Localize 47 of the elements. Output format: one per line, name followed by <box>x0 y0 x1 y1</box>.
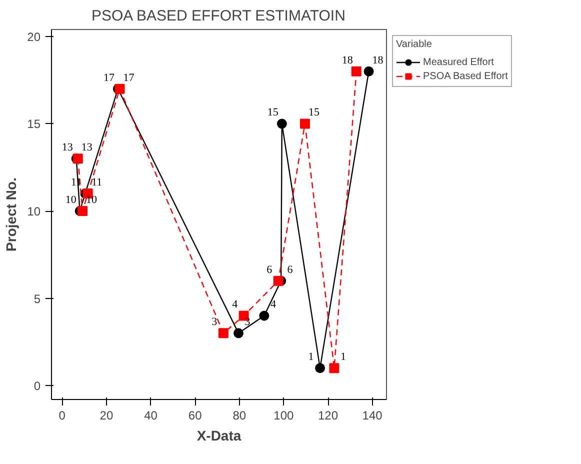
point <box>364 66 374 76</box>
data-label: 1 <box>308 351 314 364</box>
point <box>259 310 270 321</box>
y-tick-label: 0 <box>34 379 41 394</box>
x-tick-label: 60 <box>188 408 202 422</box>
data-label: 10 <box>65 194 77 206</box>
point <box>78 206 88 216</box>
data-label: 3 <box>212 316 218 328</box>
data-label: 6 <box>287 264 294 276</box>
y-tick-label: 15 <box>27 117 41 132</box>
point <box>300 118 310 129</box>
y-axis-title: Project No. <box>3 178 20 252</box>
legend-label: PSOA Based Effort <box>423 70 508 83</box>
x-tick-label: 40 <box>144 408 158 422</box>
data-label: 4 <box>270 298 276 311</box>
point <box>351 66 362 76</box>
data-label: 18 <box>342 54 354 66</box>
point <box>273 276 284 286</box>
y-tick-label: 20 <box>27 30 41 44</box>
data-label: 17 <box>103 72 115 84</box>
data-label: 11 <box>92 176 102 189</box>
chart-title: PSOA BASED EFFORT ESTIMATOIN <box>91 8 346 24</box>
point <box>218 328 228 338</box>
x-tick-label: 100 <box>274 408 294 422</box>
legend-title: Variable <box>396 39 433 50</box>
data-label: 6 <box>266 264 273 276</box>
data-label: 4 <box>232 298 238 311</box>
x-tick-label: 20 <box>100 408 114 422</box>
data-label: 13 <box>81 142 93 154</box>
data-label: 17 <box>123 72 135 84</box>
point <box>329 363 340 374</box>
data-label: 18 <box>372 54 384 66</box>
legend-label: Measured Effort <box>423 56 494 69</box>
data-label: 13 <box>62 142 74 154</box>
x-tick-label: 80 <box>232 408 246 422</box>
point <box>233 328 244 338</box>
x-tick-label: 120 <box>318 408 338 422</box>
x-axis-title: X-Data <box>196 428 242 444</box>
point <box>315 363 326 374</box>
y-tick-label: 10 <box>27 204 41 219</box>
data-label: 15 <box>267 106 279 119</box>
point <box>276 118 287 129</box>
data-label: 1 <box>340 351 346 364</box>
x-tick-label: 140 <box>362 408 383 422</box>
y-tick-label: 5 <box>34 292 41 306</box>
data-label: 15 <box>308 106 320 119</box>
x-tick-label: 0 <box>58 408 66 422</box>
